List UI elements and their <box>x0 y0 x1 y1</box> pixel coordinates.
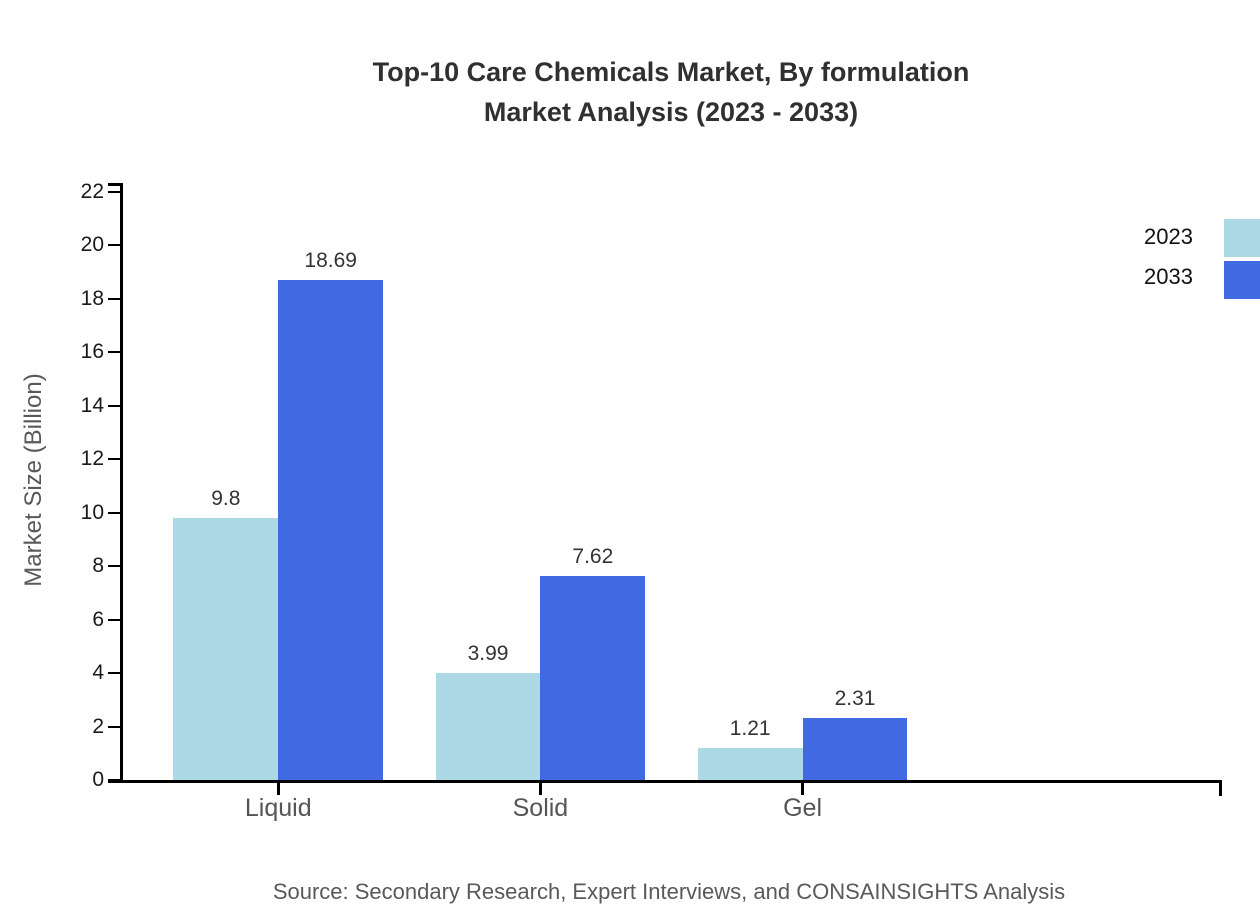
bar-2033-solid <box>540 576 646 780</box>
legend-swatch-2023 <box>1224 219 1260 257</box>
value-label: 3.99 <box>467 642 509 666</box>
chart-title: Top-10 Care Chemicals Market, By formula… <box>82 52 1260 132</box>
y-tick <box>108 191 120 193</box>
y-tick <box>108 725 120 728</box>
y-tick-label: 12 <box>80 447 104 471</box>
category-label-solid: Solid <box>512 794 569 822</box>
bar-2023-gel <box>697 747 803 780</box>
y-tick <box>108 511 120 514</box>
y-axis-endcap <box>108 183 123 186</box>
y-tick <box>108 297 120 300</box>
y-tick <box>108 779 120 781</box>
bar-2023-liquid <box>173 518 279 780</box>
category-label-gel: Gel <box>783 794 823 822</box>
y-axis-line <box>120 183 123 783</box>
category-label-liquid: Liquid <box>244 794 312 822</box>
legend-swatch-2033 <box>1224 261 1260 299</box>
x-axis-endcap <box>1219 780 1222 796</box>
y-tick-label: 4 <box>92 661 104 685</box>
bar-2033-liquid <box>278 280 384 780</box>
x-axis-line <box>108 780 1222 783</box>
bar-2033-gel <box>802 718 908 780</box>
bar-2023-solid <box>435 673 541 780</box>
value-label: 7.62 <box>572 545 614 569</box>
y-tick-label: 18 <box>80 286 104 310</box>
y-tick <box>108 404 120 407</box>
y-tick-label: 20 <box>80 233 104 257</box>
legend-label-2023: 2023 <box>1144 224 1193 249</box>
y-tick-label: 14 <box>80 393 104 417</box>
y-tick <box>108 618 120 621</box>
y-tick-label: 16 <box>80 340 104 364</box>
y-tick-label: 0 <box>92 768 104 791</box>
x-tick <box>276 781 280 795</box>
legend-label-2033: 2033 <box>1144 264 1193 289</box>
value-label: 1.21 <box>729 716 771 740</box>
y-tick <box>108 565 120 568</box>
x-tick <box>538 781 542 795</box>
y-tick-label: 8 <box>92 554 104 578</box>
y-tick <box>108 351 120 354</box>
source-note: Source: Secondary Research, Expert Inter… <box>272 879 1066 904</box>
y-tick-label: 22 <box>80 180 104 203</box>
x-tick <box>801 781 805 795</box>
value-label: 2.31 <box>834 687 876 711</box>
value-label: 9.8 <box>211 487 241 511</box>
y-tick-label: 2 <box>92 714 104 738</box>
chart-title-line2: Market Analysis (2023 - 2033) <box>483 97 859 127</box>
y-tick-label: 6 <box>92 607 104 631</box>
y-tick <box>108 244 120 247</box>
y-tick-label: 10 <box>80 500 104 524</box>
chart-title-line1: Top-10 Care Chemicals Market, By formula… <box>372 57 970 87</box>
value-label: 18.69 <box>304 249 357 273</box>
y-tick <box>108 672 120 675</box>
y-tick <box>108 458 120 461</box>
